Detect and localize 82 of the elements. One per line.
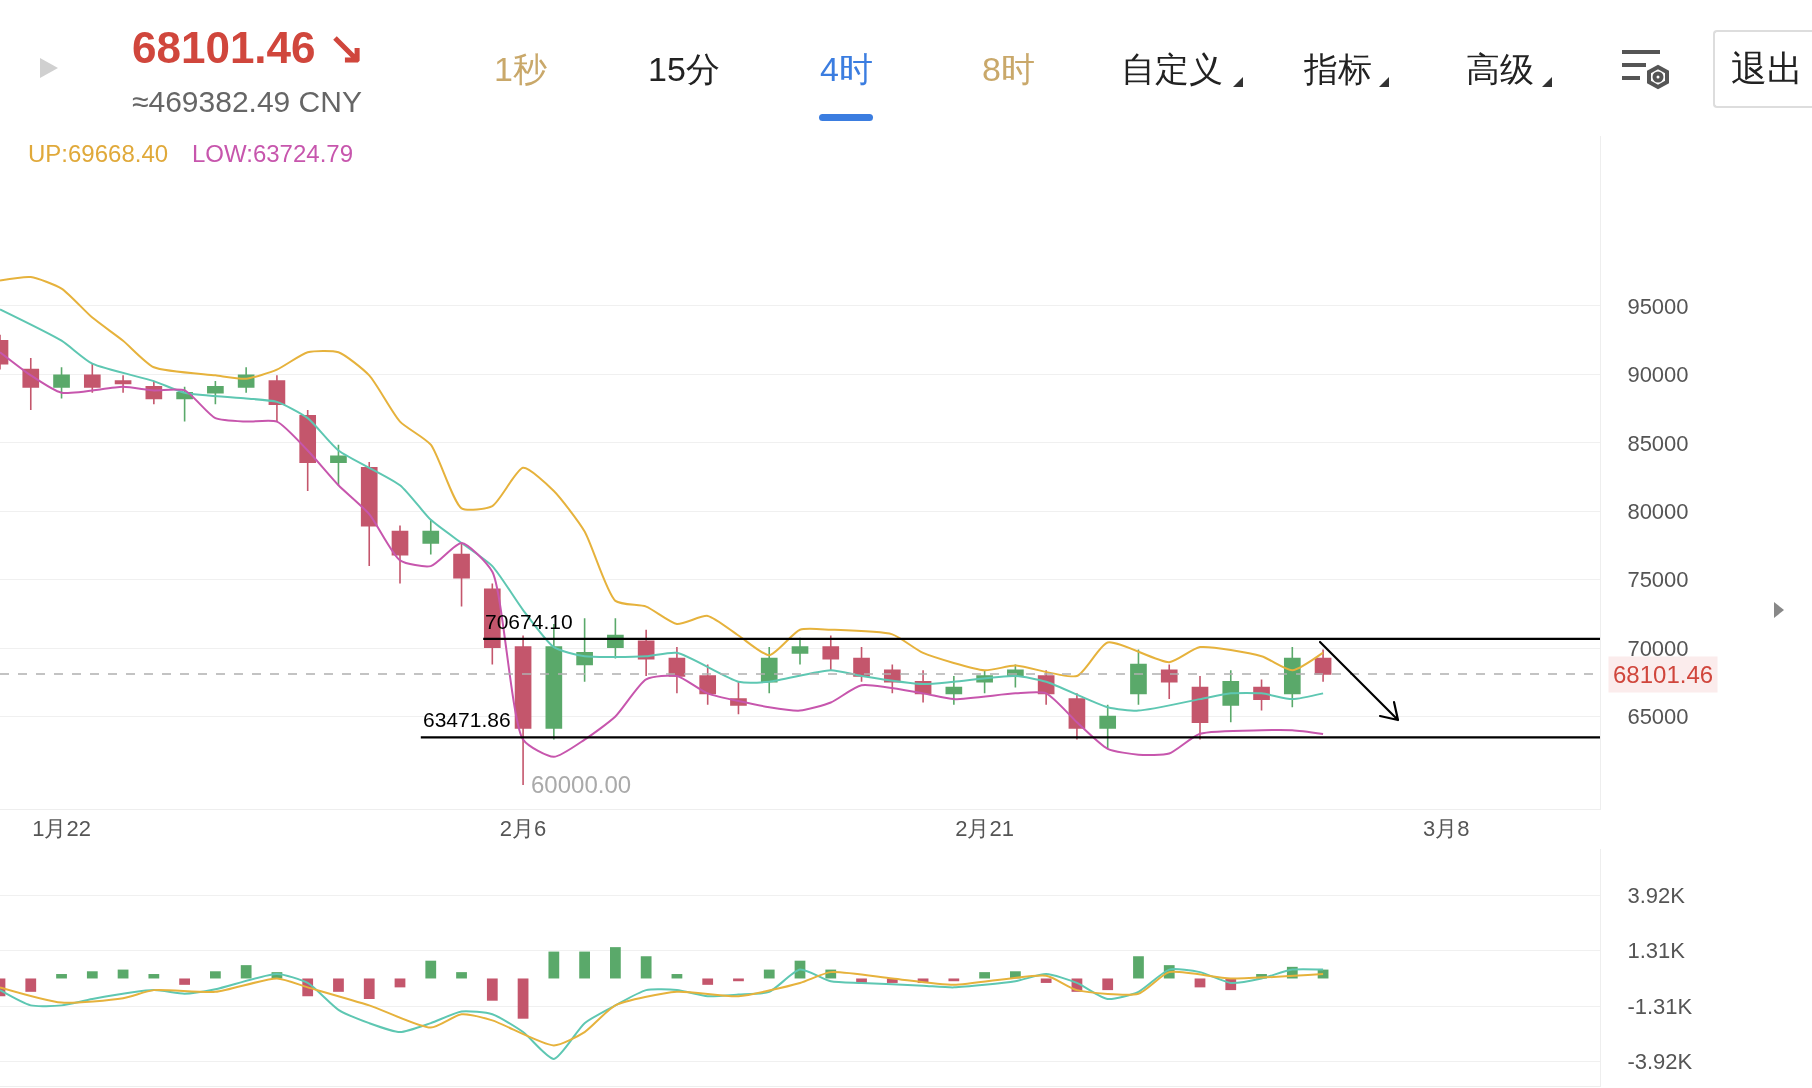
annotation: LOW:63724.79: [192, 140, 354, 167]
text: 指标: [1303, 50, 1372, 88]
candlestick: [453, 542, 470, 608]
text: ≈469382.49 CNY: [132, 85, 362, 118]
y-tick-label: 3.92K: [1627, 883, 1686, 909]
candlestick: [1191, 675, 1209, 741]
candlestick: [514, 634, 532, 786]
candlestick: [1314, 648, 1332, 683]
text: 1秒: [494, 50, 547, 88]
candlestick: [268, 374, 286, 423]
x-tick-label: 2月21: [955, 816, 1014, 842]
y-tick-label: 90000: [1627, 362, 1689, 388]
candlestick: [699, 663, 717, 706]
text: 68101.46 ↘: [132, 23, 365, 72]
candlestick: [1160, 663, 1178, 700]
bar: [456, 972, 467, 979]
candlestick: [114, 374, 132, 394]
candlestick: [1099, 704, 1117, 750]
candlestick: [422, 519, 440, 556]
y-tick-label: -3.92K: [1627, 1049, 1693, 1075]
candlestick: [1283, 646, 1301, 708]
y-tick-label: 65000: [1627, 704, 1689, 730]
bar: [948, 978, 960, 982]
candlestick: [391, 524, 409, 585]
bar: [1133, 956, 1144, 979]
bar: [425, 960, 437, 979]
candlestick: [791, 637, 809, 666]
bar: [363, 978, 375, 1000]
candlestick: [360, 461, 378, 567]
bar: [702, 978, 714, 985]
candlestick: [822, 634, 840, 672]
y-tick-label: 70000: [1627, 635, 1689, 661]
bar: [86, 971, 98, 979]
bar: [25, 978, 37, 992]
bar: [733, 978, 744, 982]
bar: [394, 978, 406, 988]
text: 自定义: [1121, 50, 1223, 88]
bar: [333, 978, 344, 992]
candlestick: [1130, 648, 1147, 706]
bar: [1194, 978, 1206, 988]
text: 8时: [982, 50, 1035, 88]
candlestick: [207, 380, 224, 406]
candlestick: [945, 675, 963, 706]
candlestick: [83, 362, 101, 394]
ref-line-label: 63471.86: [423, 708, 511, 731]
bar: [240, 965, 252, 979]
text: 高级: [1466, 50, 1534, 88]
bar: [548, 951, 560, 979]
bar: [979, 972, 990, 979]
ref-line-label: 68101.46: [1613, 661, 1714, 688]
y-tick-label: 75000: [1627, 567, 1689, 593]
annotation: 60000.00: [531, 771, 632, 798]
y-tick-label: 95000: [1627, 293, 1689, 319]
text: 15分: [648, 50, 720, 88]
candlestick: [1222, 669, 1240, 724]
bar: [1102, 978, 1114, 991]
bar: [210, 971, 221, 979]
annotation: UP:69668.40: [28, 140, 169, 167]
text: 4时: [820, 50, 873, 88]
bar: [640, 956, 652, 979]
bar: [486, 978, 498, 1001]
candlestick: [330, 443, 347, 487]
x-tick-label: 1月22: [32, 816, 91, 842]
bar: [1040, 978, 1052, 983]
candlestick: [668, 646, 686, 695]
text: 退出: [1731, 48, 1803, 89]
y-tick-label: 1.31K: [1627, 938, 1686, 964]
bar: [610, 947, 621, 979]
bar: [148, 974, 160, 979]
bar: [517, 978, 529, 1019]
y-tick-label: 80000: [1627, 498, 1689, 524]
bar: [579, 951, 590, 979]
candlestick: [760, 646, 778, 695]
y-tick-label: 85000: [1627, 430, 1689, 456]
candlestick: [299, 409, 317, 492]
bar: [179, 978, 190, 985]
x-tick-label: 3月8: [1422, 816, 1470, 842]
bar: [56, 974, 67, 979]
y-tick-label: -1.31K: [1627, 993, 1693, 1019]
candlestick: [53, 366, 70, 400]
x-tick-label: 2月6: [499, 816, 547, 842]
bar: [763, 969, 775, 979]
